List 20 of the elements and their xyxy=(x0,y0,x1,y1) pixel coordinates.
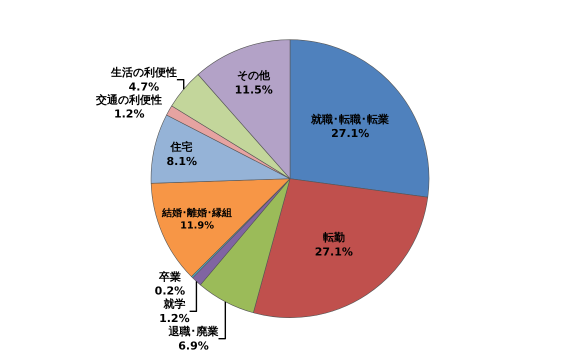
data-label: 8.1% xyxy=(166,154,198,168)
data-label: 6.9% xyxy=(178,339,209,352)
slice-label: 生活の利便性 xyxy=(110,66,177,80)
data-label: 4.7% xyxy=(128,80,160,94)
slice-label: 就学 xyxy=(162,298,186,311)
slice-label: 卒業 xyxy=(158,270,181,284)
data-label: 0.2% xyxy=(154,284,186,298)
slice-label: 住宅 xyxy=(170,140,193,154)
data-label: 1.2% xyxy=(114,108,144,121)
slice-label: 交通の利便性 xyxy=(95,93,162,106)
slice-label: 結婚･離婚･縁組 xyxy=(161,206,232,219)
slice-label: 就職･転職･転業 xyxy=(310,112,390,126)
data-label: 1.2% xyxy=(159,312,190,326)
slice-label: 転勤 xyxy=(322,231,345,244)
data-label: 27.1% xyxy=(314,245,353,258)
slice-label: その他 xyxy=(237,69,272,82)
data-label: 27.1% xyxy=(331,127,370,140)
data-label: 11.9% xyxy=(180,220,214,232)
data-label: 11.5% xyxy=(234,83,273,96)
slice-label: 退職･廃業 xyxy=(168,325,219,338)
